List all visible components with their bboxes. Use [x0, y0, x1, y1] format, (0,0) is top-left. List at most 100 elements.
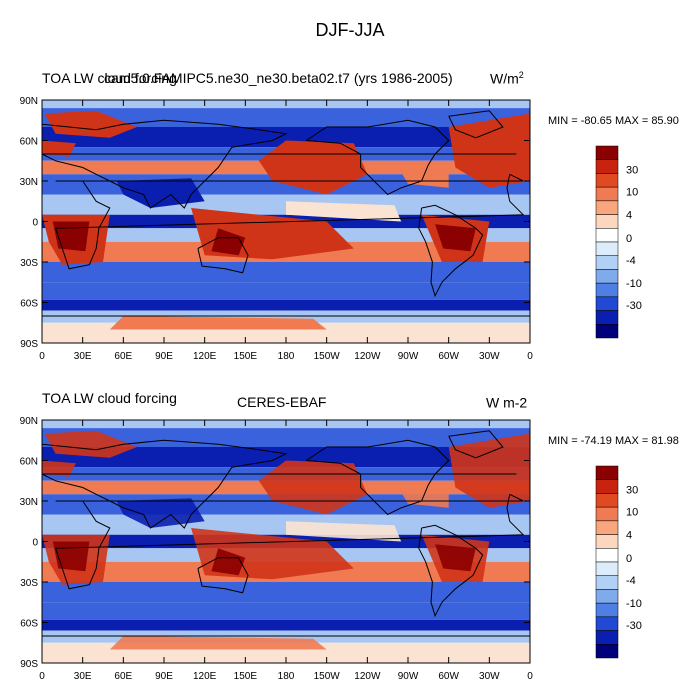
units-text: W m-2 [486, 394, 528, 411]
colorbar-swatch [595, 630, 619, 645]
coastline [54, 493, 525, 590]
field-band [42, 127, 530, 148]
colorbar-label: 30 [626, 164, 638, 176]
lon-tick-label: 120W [354, 351, 381, 362]
lon-tick-label: 90W [398, 351, 419, 362]
coastline-layer [41, 110, 530, 317]
field-region [448, 113, 530, 188]
min-max-label: MIN = -74.19 MAX = 81.98 [548, 435, 679, 447]
colorbar-swatch [595, 561, 619, 576]
colorbar-label: 0 [626, 553, 632, 565]
colorbar-swatch [595, 534, 619, 549]
colorbar-swatch [595, 616, 619, 631]
field-region [116, 178, 205, 208]
coastline [448, 110, 504, 139]
colorbar-swatch [595, 506, 619, 522]
coastline [54, 173, 525, 270]
coastline [306, 439, 450, 516]
colorbar-swatch [595, 159, 619, 174]
colorbar-swatch [595, 296, 619, 311]
field-band [42, 282, 530, 300]
lon-tick-label: 0 [527, 671, 533, 682]
lat-tick-label: 90N [20, 96, 38, 107]
map-panel-observations: TOA LW cloud forcing CERES-EBAF W m-2 MI… [0, 380, 700, 700]
lat-tick-label: 0 [32, 218, 38, 229]
field-region [435, 544, 476, 572]
lat-tick-label: 30S [20, 578, 38, 589]
panel-units: W m-2 [486, 394, 527, 411]
lon-tick-label: 60W [438, 671, 459, 682]
colorbar-swatch [595, 228, 619, 243]
colorbar-swatch [595, 145, 619, 160]
colorbar-swatch [595, 255, 619, 270]
units-text: W/m [490, 70, 519, 87]
map-panel-model: TOA LW cloud forcing cam5.0.FAMIPC5.ne30… [0, 60, 700, 380]
lon-tick-label: 120E [193, 671, 217, 682]
lon-tick-label: 180 [278, 351, 295, 362]
colorbar-label: 30 [626, 484, 638, 496]
panel-center-title: CERES-EBAF [237, 394, 327, 410]
colorbar-swatch [595, 520, 619, 535]
colorbar-swatch [595, 493, 619, 508]
field-band [42, 447, 530, 468]
colorbar-label: -4 [626, 255, 636, 267]
lon-tick-label: 30W [479, 351, 500, 362]
lon-tick-label: 150E [234, 351, 258, 362]
lon-tick-label: 60E [114, 351, 132, 362]
panel-left-title: TOA LW cloud forcing [42, 390, 177, 406]
lon-tick-label: 150W [314, 351, 341, 362]
coastline [197, 557, 249, 594]
lon-tick-label: 90E [155, 671, 173, 682]
lat-tick-label: 90S [20, 339, 38, 350]
field-region [211, 228, 246, 256]
lat-tick-label: 0 [32, 538, 38, 549]
colorbar-swatch [595, 282, 619, 298]
field-region [44, 110, 137, 138]
lat-tick-label: 90S [20, 659, 38, 670]
colorbar-swatch [595, 200, 619, 215]
lon-tick-label: 150W [314, 671, 341, 682]
lon-tick-label: 0 [527, 351, 533, 362]
colorbar-label: 4 [626, 210, 632, 222]
field-band [42, 619, 530, 631]
field-region [44, 430, 137, 458]
colorbar: 30 10 4 0 -4 -10 -30 [595, 465, 642, 659]
lon-tick-label: 0 [39, 351, 45, 362]
coastline [418, 524, 484, 618]
field-band [42, 262, 530, 283]
coastline [306, 119, 450, 196]
field-region [211, 548, 246, 576]
lat-tick-label: 30N [20, 497, 38, 508]
colorbar-swatch [595, 548, 619, 563]
lon-tick-label: 120W [354, 671, 381, 682]
coastline [197, 237, 249, 274]
lon-tick-label: 120E [193, 351, 217, 362]
field-region [448, 433, 530, 508]
coastline-layer [41, 430, 530, 637]
colorbar-swatch [595, 324, 619, 339]
lat-tick-label: 60S [20, 619, 38, 630]
field-region [42, 460, 76, 477]
colorbar-swatch [595, 310, 619, 325]
colorbar-swatch [595, 465, 619, 480]
field-region [435, 224, 476, 252]
colorbar-swatch [595, 644, 619, 659]
colorbar-swatch [595, 173, 619, 188]
lon-tick-label: 90E [155, 351, 173, 362]
lat-tick-label: 60N [20, 137, 38, 148]
field-region [286, 521, 402, 542]
colorbar-swatch [595, 589, 619, 604]
lat-tick-label: 30S [20, 258, 38, 269]
lon-tick-label: 150E [234, 671, 258, 682]
coastline [41, 439, 288, 529]
field-region [116, 498, 205, 528]
colorbar-label: -10 [626, 598, 642, 610]
colorbar: 30 10 4 0 -4 -10 -30 [595, 145, 642, 339]
colorbar-swatch [595, 186, 619, 202]
colorbar-swatch [595, 479, 619, 494]
lat-tick-label: 60S [20, 299, 38, 310]
field-band [42, 108, 530, 127]
figure-title: DJF-JJA [315, 20, 385, 40]
